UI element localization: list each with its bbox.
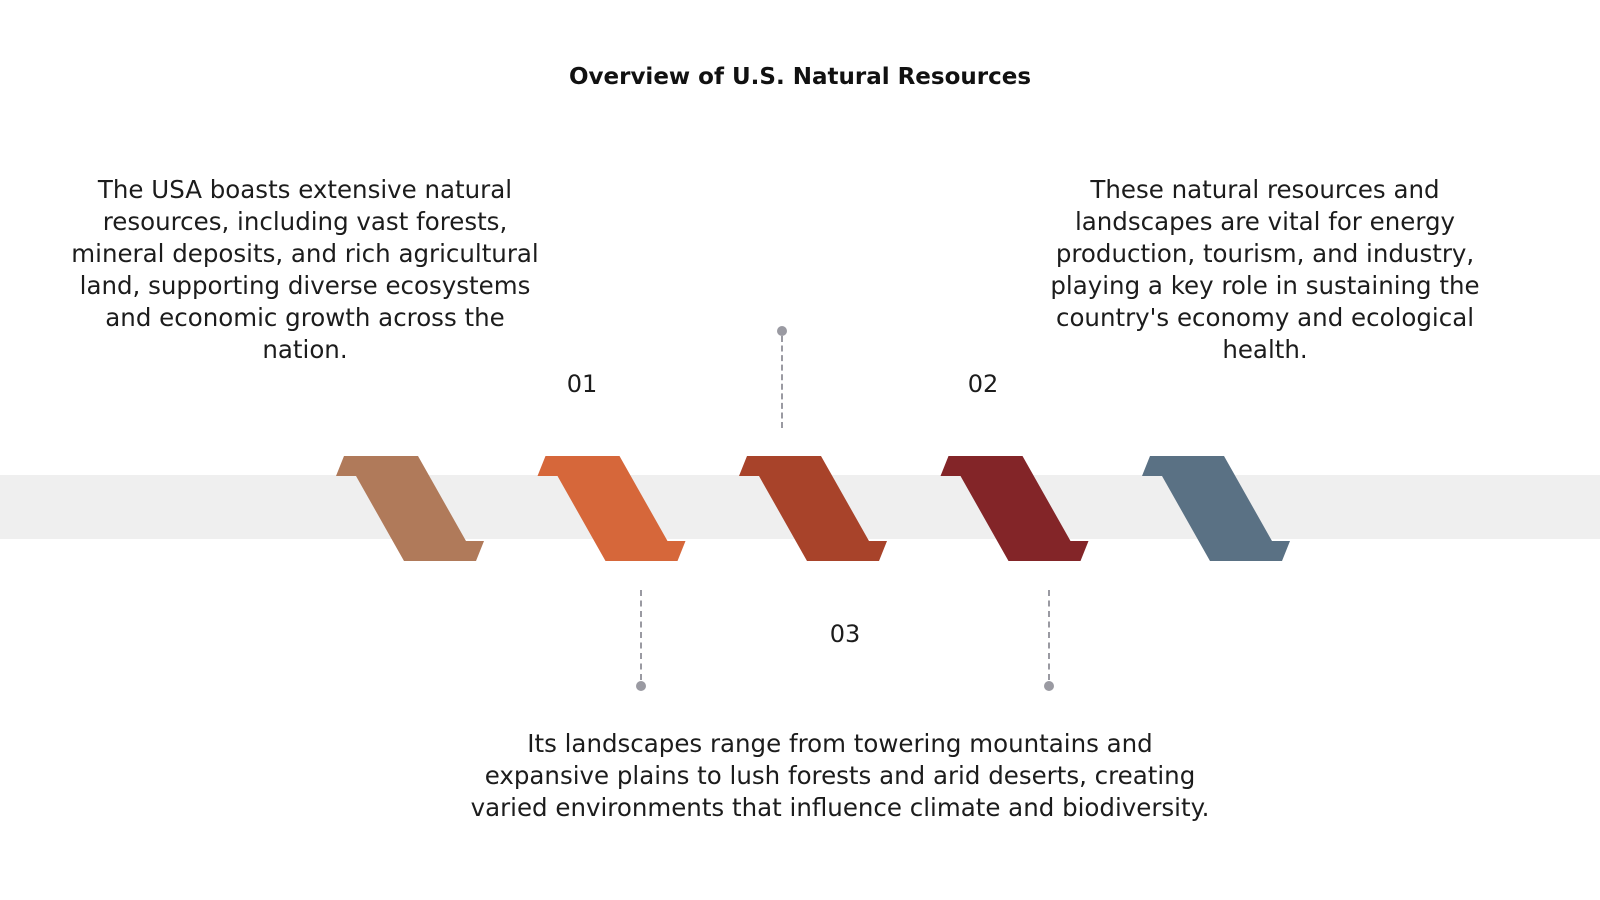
step-number-01: 01 xyxy=(566,370,598,398)
connector-dot-bottom-right xyxy=(1044,681,1054,691)
step-shape-5 xyxy=(1142,456,1290,561)
description-3: Its landscapes range from towering mount… xyxy=(470,729,1210,822)
connector-dot-top xyxy=(777,326,787,336)
step-number-03: 03 xyxy=(829,620,861,648)
connector-dot-bottom-left xyxy=(636,681,646,691)
step-shape-1 xyxy=(336,456,484,561)
description-1: The USA boasts extensive natural resourc… xyxy=(71,175,539,364)
step-shape-2 xyxy=(537,456,686,561)
connector-line-top xyxy=(781,336,783,428)
connector-line-bottom-left xyxy=(640,590,642,680)
step-shape-4 xyxy=(940,456,1089,561)
connector-line-bottom-right xyxy=(1048,590,1050,680)
step-number-02: 02 xyxy=(967,370,999,398)
description-2: These natural resources and landscapes a… xyxy=(1050,175,1480,364)
diagram-title: Overview of U.S. Natural Resources xyxy=(568,64,1032,90)
step-shape-3 xyxy=(739,456,887,561)
